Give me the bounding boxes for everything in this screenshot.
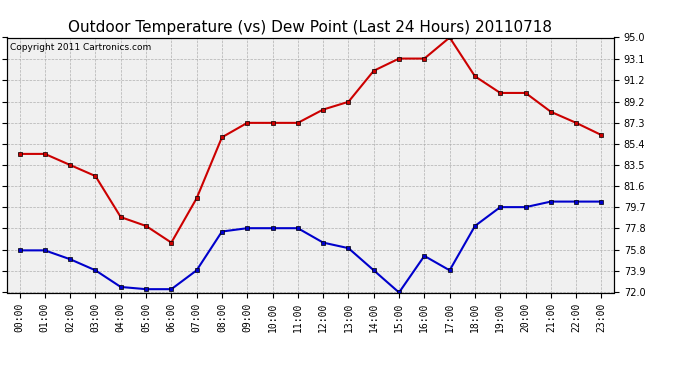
Text: Copyright 2011 Cartronics.com: Copyright 2011 Cartronics.com (10, 43, 151, 52)
Title: Outdoor Temperature (vs) Dew Point (Last 24 Hours) 20110718: Outdoor Temperature (vs) Dew Point (Last… (68, 20, 553, 35)
